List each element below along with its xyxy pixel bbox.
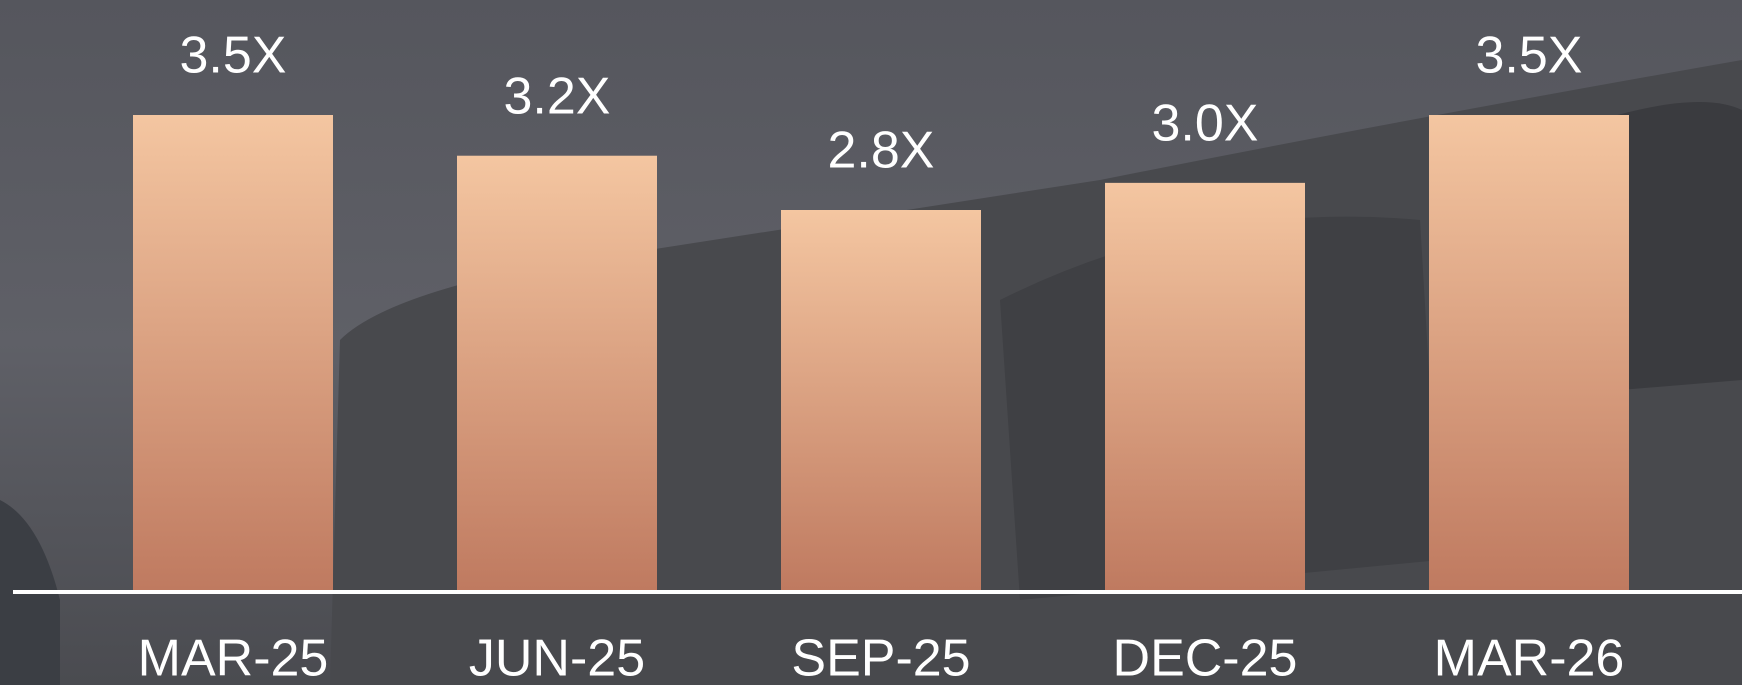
x-tick-label: MAR-26	[1434, 630, 1625, 685]
bar	[133, 115, 333, 590]
value-label: 3.5X	[1476, 27, 1583, 85]
x-tick-label: MAR-25	[138, 630, 329, 685]
value-label: 3.5X	[180, 27, 287, 85]
bar	[781, 210, 981, 590]
cushion-shape	[1600, 102, 1742, 390]
bar	[457, 155, 657, 590]
bar	[1429, 115, 1629, 590]
value-label: 3.0X	[1152, 95, 1259, 153]
bar	[1105, 182, 1305, 590]
x-tick-label: JUN-25	[469, 630, 645, 685]
x-tick-label: DEC-25	[1113, 630, 1298, 685]
value-label: 2.8X	[828, 122, 935, 180]
x-tick-label: SEP-25	[791, 630, 970, 685]
value-label: 3.2X	[504, 67, 611, 125]
